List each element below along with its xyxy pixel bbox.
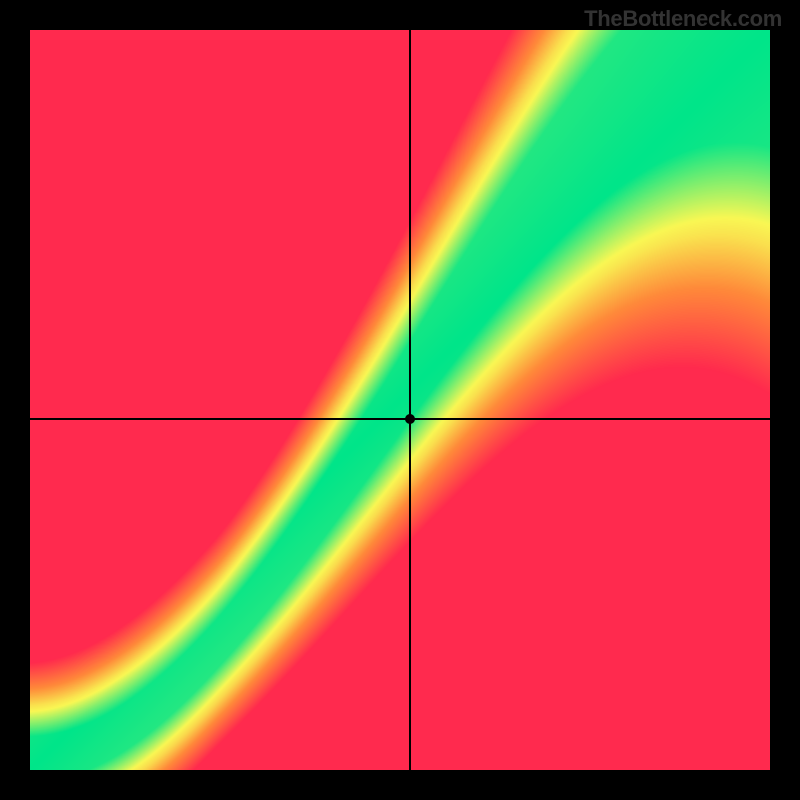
crosshair-marker [405,414,415,424]
bottleneck-heatmap [30,30,770,770]
watermark-text: TheBottleneck.com [584,6,782,32]
chart-container: TheBottleneck.com [0,0,800,800]
crosshair-horizontal [30,418,770,420]
crosshair-vertical [409,30,411,770]
